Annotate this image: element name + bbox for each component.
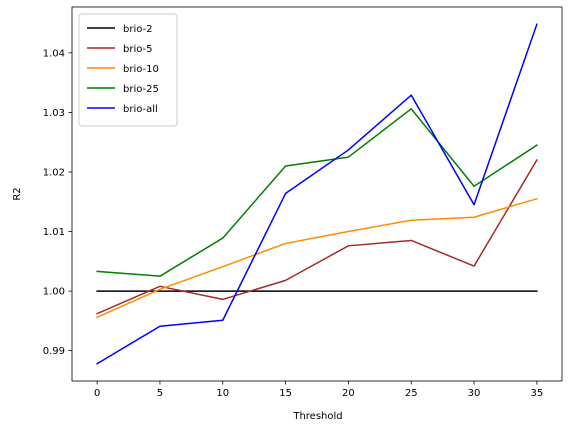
legend-label-brio-10: brio-10 [123,64,159,75]
data-point-brio-25-35 [535,144,538,147]
data-point-brio-2-25 [410,290,413,293]
data-point-brio-25-20 [347,156,350,159]
series-line-brio-5 [96,159,538,315]
y-tick-label: 1.02 [43,167,65,178]
y-tick-label: 0.99 [43,346,65,357]
data-point-brio-2-10 [221,290,224,293]
y-tick-label: 1.00 [43,287,65,298]
data-point-brio-10-35 [535,197,538,200]
series-line-brio-25 [96,108,538,277]
data-point-brio-all-35 [535,23,538,26]
series-line-brio-10 [96,197,538,319]
data-point-brio-all-0 [96,362,99,365]
data-point-brio-10-10 [221,265,224,268]
plot-frame [71,6,563,382]
x-tick-label: 10 [216,388,229,399]
data-point-brio-2-20 [347,290,350,293]
data-point-brio-5-20 [347,244,350,247]
x-tick-label: 35 [531,388,544,399]
data-point-brio-all-25 [410,94,413,97]
data-point-brio-2-15 [284,290,287,293]
legend-label-brio-all: brio-all [123,104,158,115]
data-point-brio-25-30 [473,185,476,188]
data-point-brio-5-35 [535,159,538,162]
data-point-brio-all-5 [158,325,161,328]
data-point-brio-25-5 [158,275,161,278]
data-point-brio-all-20 [347,148,350,151]
legend: brio-2 brio-5 brio-10 brio-25 brio-all [78,13,178,127]
legend-box [78,13,178,127]
series-line-brio-all [96,23,538,365]
data-point-brio-10-25 [410,219,413,222]
data-point-brio-25-25 [410,107,413,110]
data-point-brio-25-10 [221,237,224,240]
x-tick-label: 30 [468,388,481,399]
data-point-brio-5-10 [221,298,224,301]
data-point-brio-5-5 [158,285,161,288]
data-point-brio-2-0 [96,290,99,293]
y-tick-label: 1.01 [43,227,65,238]
y-axis-title: R2 [12,187,23,200]
data-point-brio-10-20 [347,230,350,233]
data-point-brio-25-0 [96,270,99,273]
legend-label-brio-2: brio-2 [123,24,153,35]
data-point-brio-10-30 [473,216,476,219]
data-point-brio-10-0 [96,316,99,319]
data-point-brio-10-5 [158,288,161,291]
data-point-brio-5-25 [410,239,413,242]
data-point-brio-all-15 [284,192,287,195]
data-point-brio-all-30 [473,203,476,206]
data-point-brio-2-30 [473,290,476,293]
plot-area [96,23,538,365]
x-tick-label: 5 [157,388,163,399]
x-tick-label: 25 [405,388,418,399]
data-point-brio-5-15 [284,279,287,282]
x-tick-label: 20 [342,388,355,399]
axes: 0 5 10 15 20 25 30 35 0.99 1.00 1.01 1.02 1.03 1.04 [43,6,563,399]
x-tick-label: 0 [94,388,100,399]
y-tick-label: 1.04 [43,48,65,59]
x-tick-label: 15 [279,388,292,399]
data-point-brio-5-0 [96,312,99,315]
data-point-brio-2-35 [535,290,538,293]
data-point-brio-10-15 [284,242,287,245]
data-point-brio-25-15 [284,165,287,168]
data-point-brio-5-30 [473,265,476,268]
data-point-brio-all-10 [221,319,224,322]
x-axis-title: Threshold [292,411,342,422]
legend-label-brio-5: brio-5 [123,44,153,55]
legend-label-brio-25: brio-25 [123,84,159,95]
y-tick-label: 1.03 [43,108,65,119]
